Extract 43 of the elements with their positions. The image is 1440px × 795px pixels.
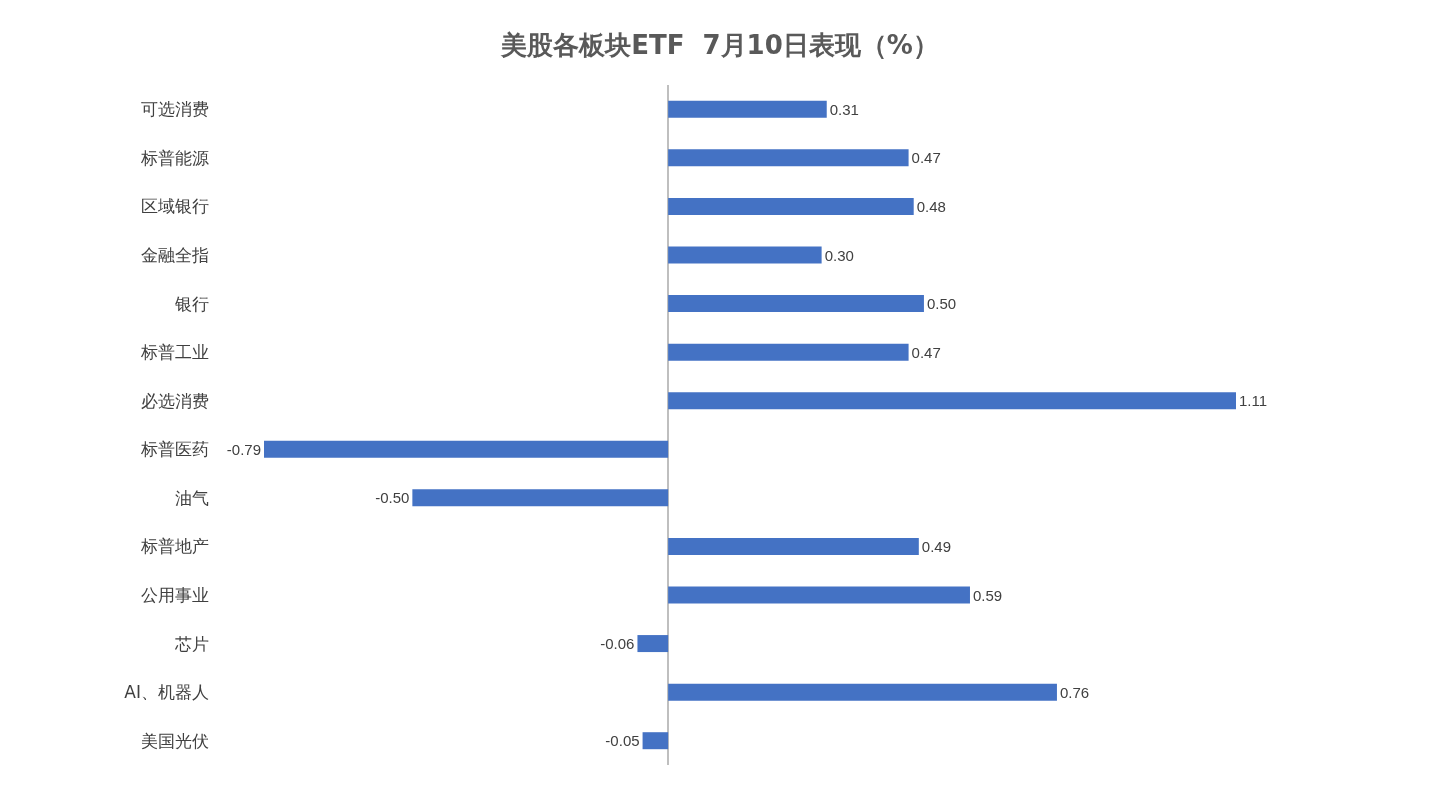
bar <box>668 683 1057 701</box>
bar <box>264 440 669 458</box>
y-tick-label: 可选消费 <box>141 99 209 120</box>
y-tick-label: 标普医药 <box>140 439 209 460</box>
data-label: 0.47 <box>911 149 941 167</box>
bar <box>668 343 909 361</box>
bar <box>637 635 669 653</box>
bar <box>668 100 827 118</box>
data-label: 0.76 <box>1059 683 1090 701</box>
data-label: 0.47 <box>911 343 941 361</box>
data-label: -0.79 <box>226 440 261 458</box>
y-tick-label: 芯片 <box>174 633 209 654</box>
bar <box>668 246 822 264</box>
data-label: 0.48 <box>916 197 946 215</box>
y-tick-label: 标普地产 <box>140 536 209 557</box>
bar <box>668 392 1236 410</box>
y-tick-label: 必选消费 <box>141 390 209 411</box>
data-label: -0.50 <box>375 489 410 507</box>
y-tick-label: 油气 <box>175 487 209 508</box>
chart-title: 美股各板块ETF 7月10日表现（%） <box>500 29 939 60</box>
data-label: -0.06 <box>600 635 635 653</box>
bar <box>668 197 914 215</box>
data-label: 1.11 <box>1239 392 1268 410</box>
data-label: 0.49 <box>921 537 952 555</box>
y-tick-label: 标普能源 <box>140 147 209 168</box>
y-tick-label: 标普工业 <box>140 342 209 363</box>
bar <box>668 149 909 167</box>
y-tick-label: AI、机器人 <box>124 682 209 703</box>
y-tick-label: 公用事业 <box>141 584 209 605</box>
y-tick-label: 美国光伏 <box>141 730 209 751</box>
data-label: 0.50 <box>926 295 957 313</box>
data-label: 0.31 <box>829 100 859 118</box>
bar <box>412 489 669 507</box>
bar <box>668 537 919 555</box>
data-label: 0.30 <box>824 246 854 264</box>
data-label: -0.05 <box>605 732 640 750</box>
y-tick-label: 金融全指 <box>141 244 209 265</box>
y-tick-label: 区域银行 <box>141 196 209 217</box>
bar <box>668 586 970 604</box>
data-label: 0.59 <box>972 586 1003 604</box>
y-tick-label: 银行 <box>174 293 209 314</box>
bar <box>668 295 924 313</box>
bar <box>642 732 669 750</box>
